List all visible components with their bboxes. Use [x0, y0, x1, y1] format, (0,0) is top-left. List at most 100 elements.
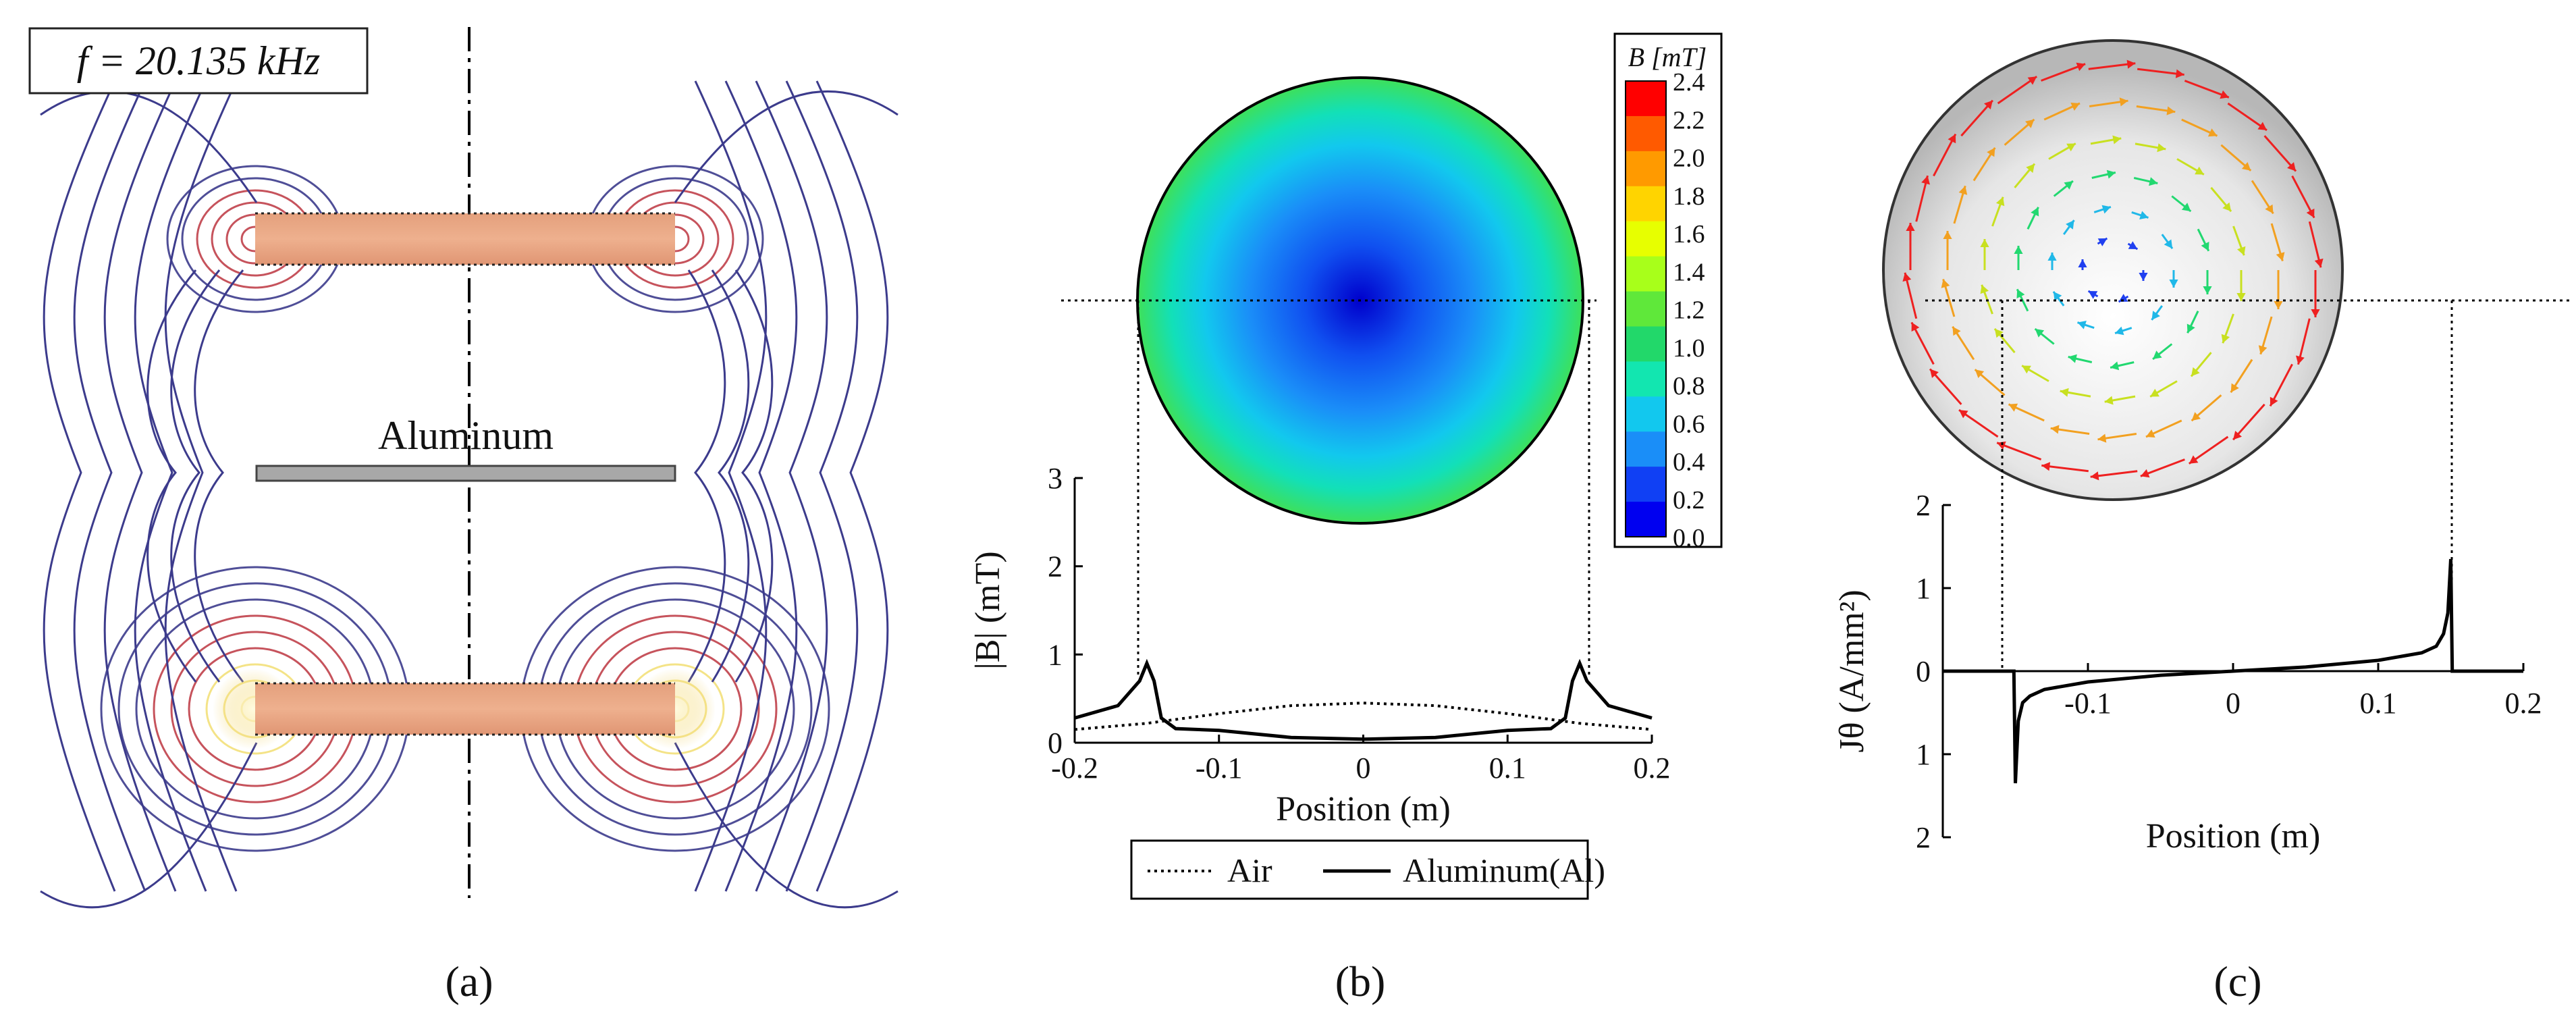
x-tick-label: -0.2 — [1051, 751, 1098, 785]
current-vector-head — [2070, 103, 2080, 111]
x-tick-label: -0.1 — [2064, 687, 2112, 720]
x-axis-label: Position (m) — [2146, 817, 2321, 855]
current-vector-head — [1948, 134, 1956, 144]
field-line — [40, 90, 258, 203]
frequency-box — [28, 27, 369, 95]
current-vector-head — [2077, 321, 2087, 329]
x-tick-label: 0.1 — [1489, 751, 1526, 785]
y-tick-label: 3 — [1048, 462, 1063, 495]
current-vector-head — [2150, 388, 2159, 397]
colorbar-swatch — [1626, 256, 1666, 292]
current-vector-head — [2060, 388, 2069, 397]
series-air-line — [1074, 702, 1653, 731]
series-line — [1074, 658, 1653, 741]
colorbar-tick-label: 1.0 — [1673, 334, 1705, 363]
x-tick-label: -0.1 — [1196, 751, 1243, 785]
current-vector-head — [2146, 429, 2155, 438]
current-vector-head — [2311, 309, 2320, 317]
field-line — [164, 80, 238, 892]
colorbar-tick-label: 0.8 — [1673, 372, 1705, 400]
current-vector-head — [2031, 207, 2039, 217]
current-vector-head — [2140, 469, 2150, 478]
x-tick-label: 0.2 — [2505, 687, 2542, 720]
panel-label-b: (b) — [1335, 957, 1386, 1005]
y-axis-label: Jθ (A/mm²) — [1833, 589, 1871, 752]
panel-b: B [mT] 2.4 2.2 2.0 1.8 1.6 1.4 1.2 1.0 0.8 0.6 0.4… — [969, 32, 1723, 1005]
panel-label-c: (c) — [2213, 957, 2261, 1005]
current-vector-head — [2157, 143, 2166, 153]
y-tick-label: 1 — [1048, 638, 1063, 671]
frequency-label: f = 20.135 kHz — [77, 38, 320, 83]
current-vector-head — [2101, 205, 2111, 214]
x-tick-label: 0.1 — [2360, 687, 2397, 720]
current-vector-head — [2128, 241, 2138, 249]
current-vector-head — [2153, 350, 2162, 359]
legend-b: Air Aluminum(Al) — [1130, 839, 1605, 900]
current-vector-head — [2258, 345, 2268, 354]
current-vector-head — [2110, 361, 2120, 371]
current-vector-head — [2189, 455, 2199, 464]
current-vector-head — [2265, 204, 2274, 214]
current-vector-head — [2201, 242, 2209, 251]
current-vector-head — [1930, 369, 1939, 378]
current-vector-head — [2027, 76, 2037, 85]
colorbar-ticks: 2.4 2.2 2.0 1.8 1.6 1.4 1.2 1.0 0.8 0.6 0.4 0.2 0.0 — [1673, 68, 1705, 552]
legend-air-label: Air — [1227, 851, 1272, 889]
current-vector-head — [2296, 355, 2305, 365]
current-vector-head — [2041, 462, 2051, 471]
current-vector-head — [2139, 211, 2149, 219]
colorbar-tick-label: 1.6 — [1673, 220, 1705, 248]
aluminum-plate — [255, 465, 676, 482]
field-line — [674, 742, 898, 909]
x-axis-label: Position (m) — [1276, 790, 1451, 828]
field-line — [146, 269, 197, 683]
panel-a: Aluminum f = 20.135 kHz (a) — [28, 27, 898, 1005]
chart-c: -0.1 0 0.1 0.2 2 1 0 1 2 Position (m) Jθ (A/mm²) — [1833, 489, 2542, 855]
colorbar-tick-label: 2.2 — [1673, 106, 1705, 134]
current-vector-head — [2025, 119, 2035, 128]
field-line — [785, 80, 859, 892]
field-line — [194, 269, 244, 683]
current-vector-head — [2230, 383, 2239, 393]
current-vector-head — [1987, 147, 1995, 157]
current-vector-head — [2151, 311, 2160, 320]
c-current-disc — [1882, 39, 2344, 501]
current-vector-head — [1980, 284, 1989, 294]
current-vector-head — [2220, 90, 2229, 99]
current-vector-head — [2035, 329, 2045, 338]
current-vector-head — [2053, 291, 2062, 301]
series-line — [1943, 558, 2523, 784]
colorbar-tick-label: 1.4 — [1673, 258, 1705, 286]
current-vector-head — [2097, 433, 2107, 443]
y-tick-label: 2 — [1916, 821, 1931, 854]
current-vector-head — [2276, 252, 2285, 261]
y-tick-label: 2 — [1916, 489, 1931, 522]
current-vector-head — [2175, 69, 2184, 78]
current-vector-head — [1997, 441, 2006, 450]
x-tick-label: 0.2 — [1634, 751, 1671, 785]
current-vector-head — [2221, 334, 2230, 344]
current-vector-head — [2014, 246, 2023, 254]
field-line — [755, 80, 828, 892]
upper-coil — [255, 213, 675, 265]
colorbar-swatch — [1626, 151, 1666, 187]
current-vector-head — [2257, 122, 2267, 130]
current-vector-head — [2236, 293, 2246, 301]
panel-label-a: (a) — [445, 957, 493, 1005]
current-vector-head — [2233, 431, 2242, 440]
current-vector-head — [2181, 203, 2191, 211]
current-vector-head — [2274, 301, 2283, 309]
current-vector-head — [2241, 162, 2251, 171]
current-vector-head — [2090, 471, 2099, 481]
field-line — [724, 80, 798, 892]
current-vector-head — [2203, 286, 2212, 294]
colorbar-swatch — [1626, 361, 1666, 397]
colorbar-swatch — [1626, 221, 1666, 257]
current-vector-head — [1906, 223, 1915, 231]
colorbar-tick-label: 0.4 — [1673, 448, 1705, 477]
current-vector-head — [2112, 135, 2122, 144]
plate-label: Aluminum — [378, 413, 554, 458]
current-vector-head — [1952, 326, 1961, 336]
current-vector-head — [2166, 106, 2176, 115]
y-axis-label: |B| (mT) — [969, 551, 1007, 669]
